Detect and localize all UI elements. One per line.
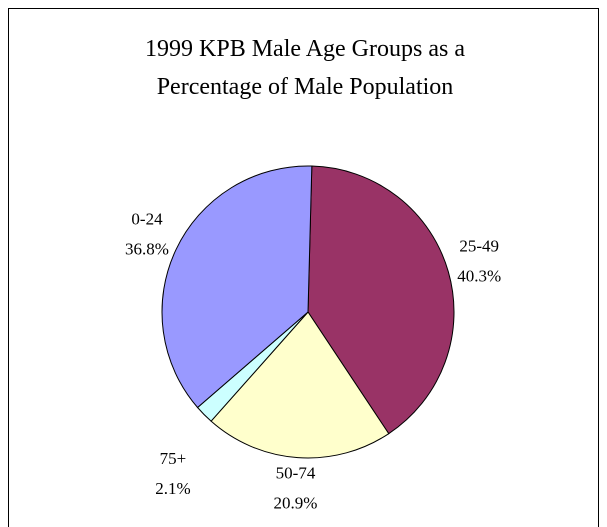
chart-title: 1999 KPB Male Age Groups as a Percentage… xyxy=(145,36,465,100)
slice-label: 75+ xyxy=(160,449,187,468)
slice-label: 25-49 xyxy=(459,237,499,256)
slice-value-label: 40.3% xyxy=(457,267,501,286)
slice-label: 0-24 xyxy=(131,210,163,229)
slice-value-label: 2.1% xyxy=(155,479,190,498)
slice-value-label: 20.9% xyxy=(274,494,318,513)
slice-label: 50-74 xyxy=(276,464,316,483)
pie-slice xyxy=(210,311,390,459)
slice-value-label: 36.8% xyxy=(125,240,169,259)
title-box: 1999 KPB Male Age Groups as a Percentage… xyxy=(145,36,465,100)
pie-slice xyxy=(161,165,313,409)
